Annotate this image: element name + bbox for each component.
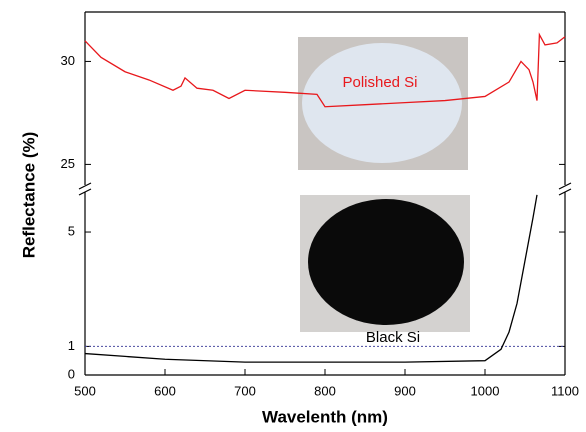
x-tick-label: 1100 xyxy=(551,383,579,398)
x-tick-label: 600 xyxy=(154,383,176,398)
annotation: Polished Si xyxy=(342,74,417,91)
series-line xyxy=(84,194,538,363)
frame xyxy=(78,11,572,376)
y-tick-label: 25 xyxy=(61,156,75,171)
wafer-black xyxy=(308,199,464,325)
x-tick-label: 700 xyxy=(234,383,256,398)
x-tick-label: 900 xyxy=(394,383,416,398)
x-tick-label: 500 xyxy=(74,383,96,398)
y-tick-label: 30 xyxy=(61,53,75,68)
x-tick-label: 800 xyxy=(314,383,336,398)
x-tick-label: 1000 xyxy=(471,383,500,398)
y-tick-label: 5 xyxy=(68,223,75,238)
series-line xyxy=(84,32,566,108)
annotation: Black Si xyxy=(366,329,420,346)
wafer-polished xyxy=(302,43,462,163)
x-axis-label: Wavelenth (nm) xyxy=(262,407,388,426)
y-tick-label: 0 xyxy=(68,366,75,381)
y-axis-label: Reflectance (%) xyxy=(19,132,38,259)
y-tick-label: 1 xyxy=(68,338,75,353)
